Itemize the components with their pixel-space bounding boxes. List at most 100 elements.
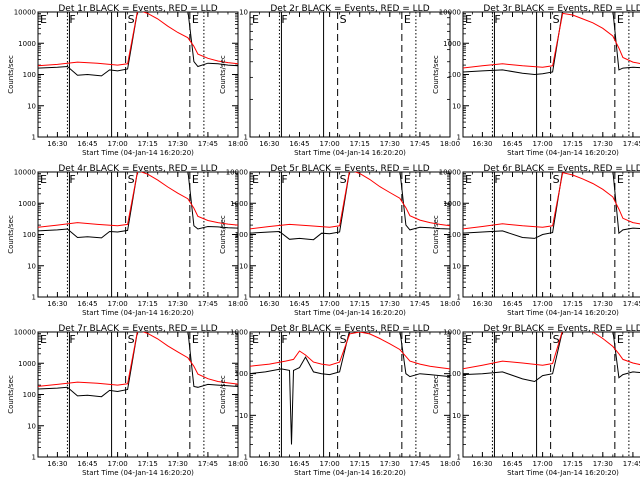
y-tick-label: 10 (27, 102, 36, 110)
event-marker-label: E (465, 333, 472, 346)
x-tick-label: 17:15 (350, 460, 370, 468)
events-series-line (463, 172, 640, 239)
x-tick-label: 17:00 (108, 460, 128, 468)
y-tick-label: 1000 (18, 40, 36, 48)
x-tick-label: 16:45 (77, 460, 97, 468)
lld-series-line (250, 332, 450, 370)
chart-title: Det 2r BLACK = Events, RED = LLD (270, 4, 429, 14)
event-marker-label: S (128, 13, 135, 26)
x-tick-label: 16:45 (289, 140, 309, 148)
event-marker-label: F (69, 13, 75, 26)
x-tick-label: 17:00 (320, 460, 340, 468)
y-axis-label: Counts/sec (7, 375, 15, 414)
y-tick-label: 100 (23, 391, 36, 399)
chart-title: Det 9r BLACK = Events, RED = LLD (483, 324, 640, 334)
x-tick-label: 17:30 (168, 300, 188, 308)
chart-panel-3: Det 3r BLACK = Events, RED = LLD 1 10 100 10… (432, 4, 640, 157)
y-tick-label: 1 (244, 454, 248, 462)
plot-frame (37, 171, 239, 298)
plot-frame (37, 11, 239, 138)
x-axis-label: Start Time (04-Jan-14 16:20:20) (507, 309, 619, 317)
event-marker-label: E (404, 333, 411, 346)
chart-panel-2: Det 2r BLACK = Events, RED = LLD 1 10 16:30… (219, 4, 460, 157)
y-tick-label: 10000 (439, 169, 461, 177)
events-series-line (38, 332, 238, 398)
x-tick-label: 17:15 (563, 140, 583, 148)
event-marker-label: S (128, 173, 135, 186)
chart-title: Det 4r BLACK = Events, RED = LLD (58, 164, 217, 174)
lld-series-line (463, 172, 640, 230)
chart-title: Det 8r BLACK = Events, RED = LLD (270, 324, 429, 334)
x-tick-label: 16:45 (502, 300, 522, 308)
x-axis-label: Start Time (04-Jan-14 16:20:20) (507, 469, 619, 477)
y-tick-label: 1 (244, 134, 248, 142)
x-tick-label: 17:30 (593, 460, 613, 468)
events-series-line (38, 172, 238, 239)
event-marker-label: F (281, 173, 287, 186)
event-marker-label: E (404, 173, 411, 186)
x-tick-label: 17:45 (623, 300, 640, 308)
x-tick-label: 17:15 (563, 300, 583, 308)
x-tick-label: 17:45 (198, 300, 218, 308)
x-tick-label: 17:45 (410, 300, 430, 308)
events-series-line (38, 12, 238, 77)
y-tick-label: 1 (32, 294, 36, 302)
x-tick-label: 16:30 (259, 300, 279, 308)
x-tick-label: 17:30 (380, 300, 400, 308)
y-axis-label: Counts/sec (7, 55, 15, 94)
x-tick-label: 17:00 (108, 300, 128, 308)
event-marker-label: E (617, 333, 624, 346)
event-marker-label: F (69, 333, 75, 346)
event-marker-label: E (617, 173, 624, 186)
x-tick-label: 17:45 (623, 460, 640, 468)
y-tick-label: 10 (452, 412, 461, 420)
x-tick-label: 16:30 (47, 140, 67, 148)
x-axis-label: Start Time (04-Jan-14 16:20:20) (82, 149, 194, 157)
y-tick-label: 1 (244, 294, 248, 302)
x-tick-label: 16:30 (472, 140, 492, 148)
y-tick-label: 10000 (226, 169, 248, 177)
event-marker-label: E (192, 333, 199, 346)
x-tick-label: 16:45 (502, 460, 522, 468)
chart-title: Det 1r BLACK = Events, RED = LLD (58, 4, 217, 14)
plot-frame (462, 331, 640, 458)
y-tick-label: 100 (23, 231, 36, 239)
event-marker-label: E (252, 13, 259, 26)
event-marker-label: F (281, 13, 287, 26)
x-axis-label: Start Time (04-Jan-14 16:20:20) (82, 469, 194, 477)
x-tick-label: 16:30 (472, 300, 492, 308)
x-tick-label: 17:45 (410, 460, 430, 468)
y-tick-label: 10 (452, 102, 461, 110)
x-tick-label: 16:45 (289, 300, 309, 308)
event-marker-label: S (128, 333, 135, 346)
x-tick-label: 17:00 (320, 140, 340, 148)
event-marker-label: F (494, 173, 500, 186)
plot-frame (249, 331, 451, 458)
plot-frame (37, 331, 239, 458)
x-tick-label: 16:30 (259, 140, 279, 148)
y-axis-label: Counts/sec (432, 215, 440, 254)
chart-title: Det 5r BLACK = Events, RED = LLD (270, 164, 429, 174)
chart-panel-4: Det 4r BLACK = Events, RED = LLD 1 10 100 10… (7, 164, 248, 317)
y-tick-label: 10 (239, 9, 248, 17)
y-tick-label: 1 (32, 454, 36, 462)
chart-panel-8: Det 8r BLACK = Events, RED = LLD 1 10 100 10… (219, 324, 460, 477)
y-tick-label: 100 (23, 71, 36, 79)
lld-series-line (463, 12, 640, 69)
x-axis-label: Start Time (04-Jan-14 16:20:20) (294, 309, 406, 317)
events-series-line (250, 172, 450, 241)
x-tick-label: 18:00 (440, 300, 460, 308)
plot-frame (249, 171, 451, 298)
chart-panel-6: Det 6r BLACK = Events, RED = LLD 1 10 100 10… (432, 164, 640, 317)
event-marker-label: F (494, 13, 500, 26)
event-marker-label: E (192, 173, 199, 186)
y-tick-label: 1000 (443, 200, 461, 208)
event-marker-label: E (465, 13, 472, 26)
event-marker-label: E (252, 333, 259, 346)
event-marker-label: F (281, 333, 287, 346)
events-series-line (463, 12, 640, 76)
y-tick-label: 1000 (443, 40, 461, 48)
y-tick-label: 100 (235, 231, 248, 239)
event-marker-label: S (553, 173, 560, 186)
